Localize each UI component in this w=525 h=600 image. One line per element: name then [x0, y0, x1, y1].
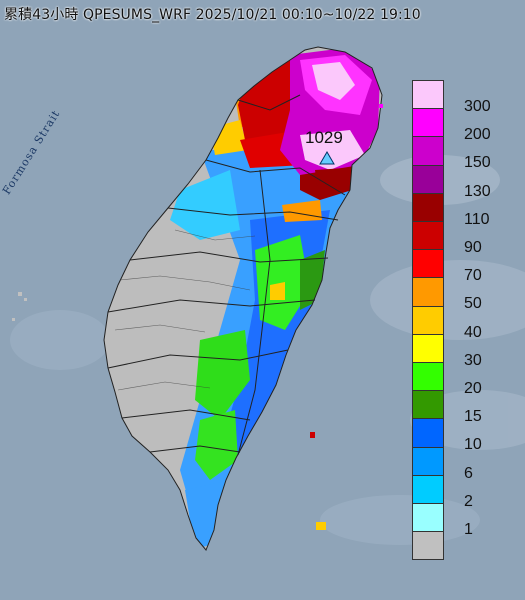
max-rainfall-marker-icon: [319, 151, 335, 165]
legend-swatch: [412, 277, 444, 307]
legend-swatch: [412, 333, 444, 363]
legend-label: 70: [464, 267, 482, 285]
legend-swatch: [412, 136, 444, 166]
legend-swatch: [412, 80, 444, 110]
legend-label: 110: [464, 210, 490, 228]
legend-label: 30: [464, 351, 482, 369]
legend-label: 300: [464, 98, 491, 115]
legend-swatch: [412, 249, 444, 279]
legend-label: 15: [464, 408, 482, 426]
turtle-island: [379, 104, 383, 108]
legend-swatch: [412, 474, 444, 504]
legend-label: 130: [464, 182, 491, 200]
legend: 300 200 150 130 110 90 70 50 40 30 20 15 10 6 2 1: [412, 80, 524, 572]
legend-swatch: [412, 108, 444, 138]
legend-swatch: [412, 503, 444, 533]
legend-label: 200: [464, 126, 491, 144]
legend-swatch: [412, 164, 444, 194]
legend-label: 150: [464, 154, 491, 172]
legend-label: 90: [464, 239, 482, 256]
legend-swatch: [412, 531, 444, 561]
legend-swatch: [412, 418, 444, 448]
legend-swatch: [412, 305, 444, 335]
legend-label: 20: [464, 380, 482, 397]
max-rainfall-value: 1029: [305, 128, 343, 147]
legend-swatch: [412, 221, 444, 251]
orchid-island: [316, 522, 326, 530]
legend-label: 2: [464, 492, 473, 510]
legend-swatch: [412, 192, 444, 222]
legend-label: 50: [464, 295, 482, 313]
legend-swatch: [412, 362, 444, 392]
legend-swatch: [412, 446, 444, 476]
penghu-islands: [12, 292, 27, 321]
county-boundaries: [103, 46, 383, 551]
legend-label: 6: [464, 464, 473, 482]
map-title: 累積43小時 QPESUMS_WRF 2025/10/21 00:10~10/2…: [4, 7, 421, 23]
green-island: [310, 432, 315, 438]
rivers: [114, 229, 256, 391]
legend-label: 10: [464, 436, 482, 454]
legend-label: 1: [464, 521, 473, 538]
legend-label: 40: [464, 323, 482, 341]
legend-swatch: [412, 390, 444, 420]
